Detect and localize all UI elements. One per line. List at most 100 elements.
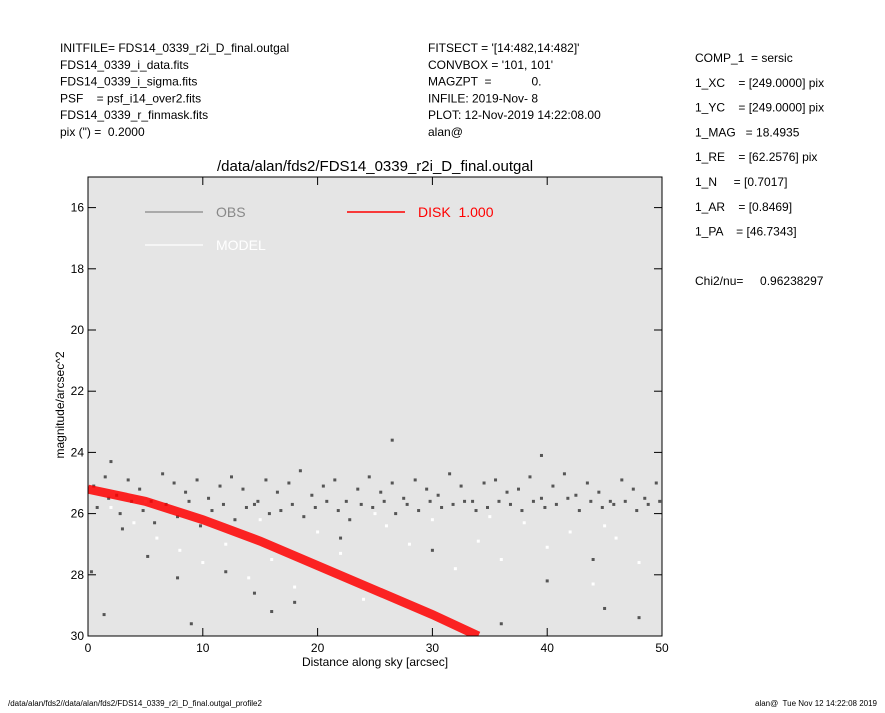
scatter-point [275, 490, 279, 494]
scatter-point [417, 509, 421, 513]
y-tick-label: 18 [71, 262, 85, 276]
scatter-point [562, 472, 566, 476]
scatter-point [184, 490, 188, 494]
scatter-point [384, 524, 388, 528]
scatter-point [614, 536, 618, 540]
scatter-point [201, 561, 205, 565]
scatter-point [499, 622, 503, 626]
scatter-point [543, 505, 547, 509]
scatter-point [497, 499, 501, 503]
scatter-point [252, 591, 256, 595]
scatter-point [367, 475, 371, 479]
header-right-line: 1_YC = [249.0000] pix [695, 101, 824, 115]
scatter-point [230, 475, 233, 479]
scatter-point [390, 481, 394, 485]
legend-label: OBS [216, 204, 246, 220]
x-tick-label: 40 [541, 641, 555, 655]
scatter-point [141, 509, 145, 513]
header-right-line: 1_RE = [62.2576] pix [695, 150, 817, 164]
scatter-point [310, 493, 314, 497]
plot-background [88, 177, 662, 636]
scatter-point [207, 496, 211, 500]
header-left-line: FDS14_0339_r_finmask.fits [60, 108, 208, 122]
scatter-point [637, 616, 641, 620]
scatter-point [264, 478, 268, 482]
scatter-point [646, 502, 650, 506]
scatter-point [344, 499, 348, 503]
scatter-point [612, 502, 616, 506]
scatter-point [585, 481, 589, 485]
scatter-point [371, 505, 375, 509]
scatter-point [574, 493, 578, 497]
scatter-point [233, 518, 237, 522]
scatter-point [568, 530, 572, 534]
scatter-point [325, 499, 329, 503]
scatter-point [187, 499, 191, 503]
header-middle-line: PLOT: 12-Nov-2019 14:22:08.00 [428, 108, 601, 122]
legend-label: DISK 1.000 [418, 204, 494, 220]
scatter-point [279, 509, 283, 513]
scatter-point [118, 512, 122, 516]
scatter-point [224, 570, 228, 574]
scatter-point [247, 576, 251, 580]
scatter-point [520, 509, 524, 513]
scatter-point [499, 558, 503, 561]
scatter-point [382, 499, 386, 503]
scatter-point [631, 487, 635, 491]
y-tick-label: 24 [71, 445, 85, 459]
scatter-point [102, 613, 106, 617]
scatter-point [405, 502, 409, 506]
scatter-point [195, 478, 199, 482]
header-right-line: 1_XC = [249.0000] pix [695, 76, 824, 90]
scatter-point [459, 484, 463, 488]
legend-label: MODEL [216, 237, 266, 253]
scatter-point [402, 496, 406, 500]
x-tick-label: 0 [85, 641, 92, 655]
scatter-point [486, 505, 490, 509]
scatter-point [321, 484, 325, 488]
scatter-point [394, 512, 398, 516]
scatter-point [551, 484, 555, 488]
scatter-point [379, 490, 383, 494]
scatter-point [654, 481, 658, 485]
scatter-point [566, 496, 570, 500]
y-axis-label: magnitude/arcsec^2 [53, 351, 67, 458]
scatter-point [476, 539, 480, 543]
x-tick-label: 20 [311, 641, 325, 655]
scatter-point [425, 487, 429, 491]
scatter-point [270, 610, 274, 614]
y-tick-label: 26 [71, 507, 85, 521]
scatter-point [293, 585, 297, 589]
header-middle-line: alan@ [428, 125, 463, 139]
scatter-point [428, 499, 432, 503]
scatter-point [256, 499, 260, 503]
scatter-point [348, 518, 352, 522]
header-right-line: 1_PA = [46.7343] [695, 225, 797, 239]
scatter-point [241, 487, 245, 491]
scatter-point [603, 606, 607, 610]
scatter-point [316, 530, 320, 534]
scatter-point [270, 558, 274, 561]
scatter-point [453, 567, 457, 571]
scatter-point [554, 502, 558, 506]
scatter-point [589, 499, 593, 503]
header-left-line: pix (") = 0.2000 [60, 125, 145, 139]
scatter-point [528, 475, 532, 479]
scatter-point [267, 512, 271, 516]
scatter-point [258, 518, 262, 522]
scatter-point [103, 475, 107, 479]
plot-frame [87, 176, 663, 637]
scatter-point [577, 509, 581, 513]
scatter-point [155, 536, 159, 540]
scatter-point [290, 502, 294, 506]
scatter-point [623, 499, 627, 503]
scatter-point [244, 505, 248, 509]
scatter-point [95, 505, 99, 509]
scatter-point [109, 505, 113, 509]
header-right-line: COMP_1 = sersic [695, 51, 793, 65]
scatter-point [293, 600, 297, 604]
scatter-point [339, 551, 343, 555]
chi2-text: Chi2/nu= 0.96238297 [695, 274, 824, 288]
scatter-point [643, 496, 647, 500]
